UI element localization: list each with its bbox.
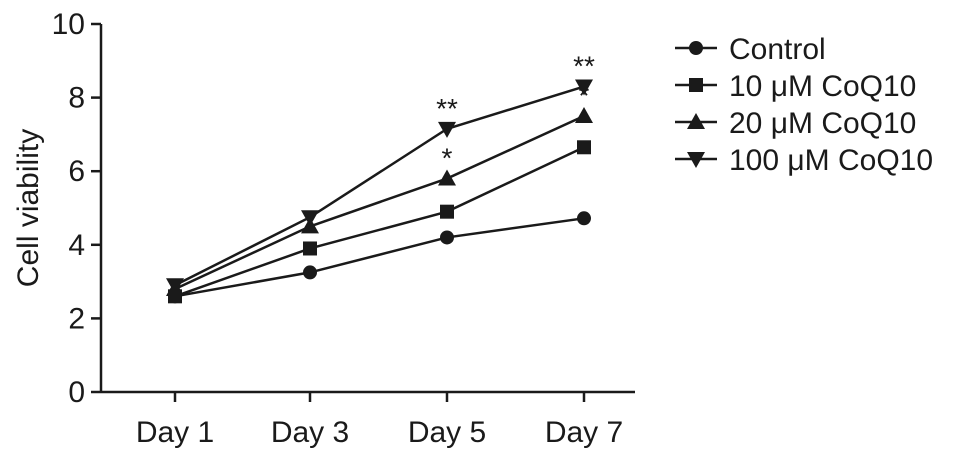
x-tick-label: Day 3 [271,416,349,449]
data-point [577,211,591,226]
legend-marker [687,152,705,168]
y-tick-label: 6 [68,155,85,188]
legend-marker [687,113,705,129]
x-tick-label: Day 7 [545,416,623,449]
legend-label: 20 μM CoQ10 [729,107,916,140]
series-line-0 [174,217,585,298]
data-point [438,121,456,138]
legend-item: 10 μM CoQ10 [675,70,916,103]
series-lines [174,85,585,298]
data-point [577,140,591,155]
legend-item: Control [675,33,826,66]
legend-label: 100 μM CoQ10 [729,144,933,177]
significance-marker: * [579,80,590,111]
data-point [440,230,454,245]
series-line-3 [174,85,585,287]
y-tick-label: 8 [68,82,85,115]
significance-annotations: ****** [436,51,595,174]
y-axis-title: Cell viability [12,129,45,287]
data-point [301,210,319,227]
data-point [575,79,593,96]
data-point [303,241,317,256]
series-line-1 [174,146,585,298]
legend: Control 10 μM CoQ10 20 μM CoQ10 100 μM CoQ1… [675,33,933,177]
data-point [166,278,184,295]
x-tick-label: Day 5 [408,416,486,449]
legend-label: Control [729,33,826,66]
series-line-2 [174,114,585,291]
y-tick-label: 10 [52,8,85,41]
y-tick-label: 4 [68,229,85,262]
significance-marker: * [442,143,453,174]
legend-marker [689,41,703,55]
x-axis-ticks: Day 1 Day 3 Day 5 Day 7 [136,392,623,449]
data-point [575,107,593,123]
axes [99,24,635,394]
y-tick-label: 0 [68,376,85,409]
legend-item: 20 μM CoQ10 [675,107,916,140]
series-markers [166,79,593,304]
legend-label: 10 μM CoQ10 [729,70,916,103]
significance-marker: ** [573,51,595,82]
y-axis-ticks: 0 2 4 6 8 10 [52,8,101,409]
y-tick-label: 2 [68,302,85,335]
legend-marker [689,78,703,92]
significance-marker: ** [436,93,458,124]
data-point [303,265,317,280]
data-point [438,169,456,186]
legend-item: 100 μM CoQ10 [675,144,933,177]
x-tick-label: Day 1 [136,416,214,449]
data-point [440,204,454,219]
